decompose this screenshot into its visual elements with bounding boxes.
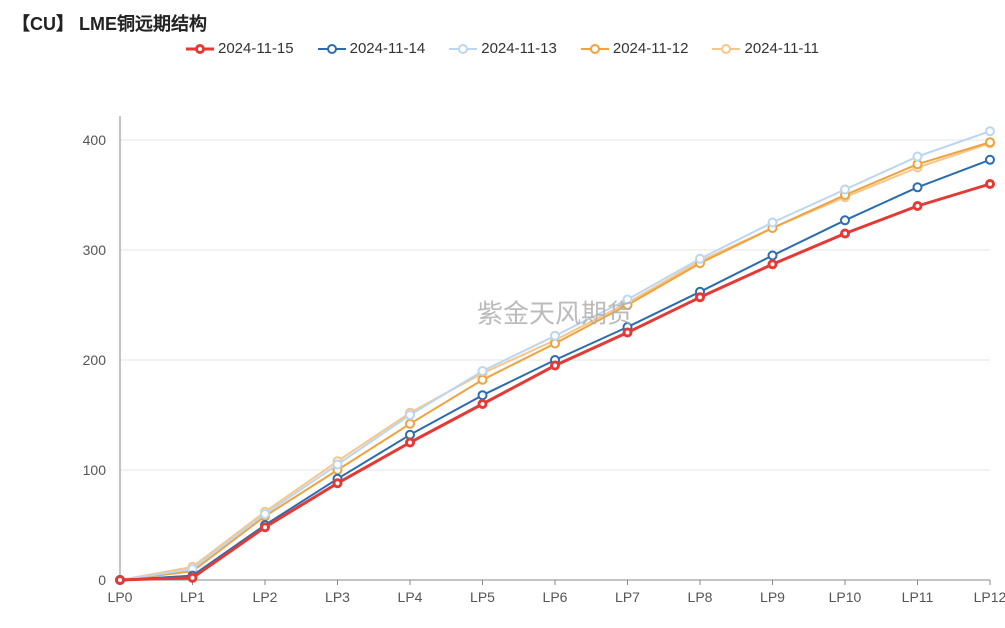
series-marker <box>769 261 776 268</box>
x-tick-label: LP7 <box>615 589 640 605</box>
series-marker <box>841 186 849 194</box>
x-tick-label: LP11 <box>902 589 934 605</box>
series-marker <box>914 183 922 191</box>
y-tick-label: 100 <box>83 462 107 478</box>
x-tick-label: LP10 <box>829 589 862 605</box>
series-marker <box>769 219 777 227</box>
series-marker <box>986 138 994 146</box>
x-tick-label: LP12 <box>974 589 1005 605</box>
series-marker <box>406 420 414 428</box>
y-tick-label: 0 <box>98 572 106 588</box>
y-tick-label: 200 <box>83 352 107 368</box>
x-tick-label: LP6 <box>543 589 568 605</box>
series-marker <box>334 480 341 487</box>
series-marker <box>479 401 486 408</box>
series-marker <box>117 577 124 584</box>
series-marker <box>551 332 559 340</box>
x-tick-label: LP1 <box>180 589 205 605</box>
series-marker <box>624 329 631 336</box>
x-tick-label: LP3 <box>325 589 350 605</box>
series-marker <box>262 524 269 531</box>
series-marker <box>986 127 994 135</box>
series-marker <box>479 391 487 399</box>
series-marker <box>334 461 342 469</box>
series-marker <box>842 230 849 237</box>
series-marker <box>914 203 921 210</box>
x-tick-label: LP0 <box>108 589 133 605</box>
series-marker <box>697 294 704 301</box>
y-tick-label: 300 <box>83 242 107 258</box>
plot-area: 0 100 200 300 400 LP0 LP1 LP2 LP3 LP4 LP5 LP6 LP7 LP8… <box>0 0 1005 628</box>
x-tick-label: LP4 <box>398 589 423 605</box>
x-tick-label: LP5 <box>470 589 495 605</box>
x-tick-label: LP2 <box>253 589 278 605</box>
y-tick-label: 400 <box>83 132 107 148</box>
series-marker <box>552 362 559 369</box>
series-marker <box>696 255 704 263</box>
series-marker <box>986 156 994 164</box>
chart-svg: 0 100 200 300 400 LP0 LP1 LP2 LP3 LP4 LP5 LP6 LP7 LP8… <box>0 0 1005 628</box>
series-marker <box>189 574 196 581</box>
series-marker <box>841 216 849 224</box>
series-marker <box>914 153 922 161</box>
series-marker <box>479 367 487 375</box>
x-tick-label: LP8 <box>688 589 713 605</box>
series-marker <box>624 296 632 304</box>
x-tick-label: LP9 <box>760 589 785 605</box>
series-marker <box>261 510 269 518</box>
series-marker <box>769 252 777 260</box>
series-marker <box>479 376 487 384</box>
series-marker <box>987 181 994 188</box>
series-marker <box>406 411 414 419</box>
series-line <box>120 184 990 580</box>
series-marker <box>407 439 414 446</box>
